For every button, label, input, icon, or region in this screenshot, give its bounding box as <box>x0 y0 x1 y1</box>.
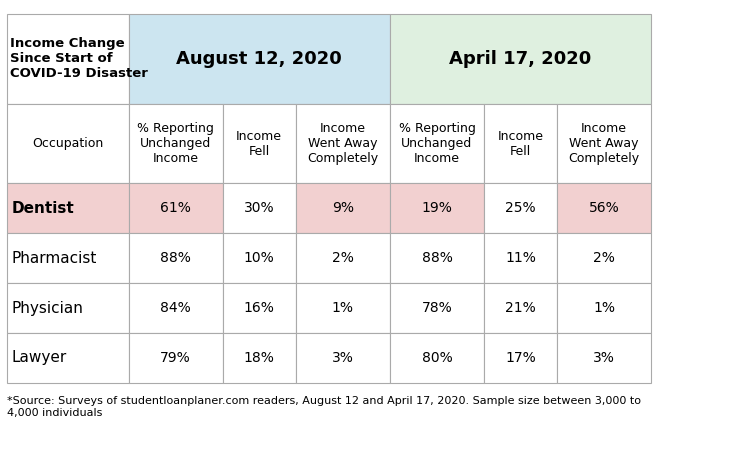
Text: 61%: 61% <box>160 202 191 215</box>
FancyBboxPatch shape <box>129 233 223 283</box>
FancyBboxPatch shape <box>223 183 296 233</box>
Text: Income Change
Since Start of
COVID-19 Disaster: Income Change Since Start of COVID-19 Di… <box>10 38 148 80</box>
FancyBboxPatch shape <box>557 333 651 383</box>
FancyBboxPatch shape <box>390 104 484 183</box>
FancyBboxPatch shape <box>296 183 390 233</box>
Text: 9%: 9% <box>332 202 354 215</box>
Text: 79%: 79% <box>160 351 191 365</box>
FancyBboxPatch shape <box>223 233 296 283</box>
Text: 2%: 2% <box>594 251 616 265</box>
FancyBboxPatch shape <box>557 183 651 233</box>
FancyBboxPatch shape <box>7 283 129 333</box>
Text: 30%: 30% <box>244 202 275 215</box>
Text: 18%: 18% <box>244 351 275 365</box>
Text: % Reporting
Unchanged
Income: % Reporting Unchanged Income <box>137 122 214 165</box>
FancyBboxPatch shape <box>390 233 484 283</box>
Text: *Source: Surveys of studentloanplaner.com readers, August 12 and April 17, 2020.: *Source: Surveys of studentloanplaner.co… <box>7 396 640 418</box>
Text: 84%: 84% <box>160 301 191 315</box>
FancyBboxPatch shape <box>484 104 557 183</box>
Text: Income
Went Away
Completely: Income Went Away Completely <box>307 122 379 165</box>
FancyBboxPatch shape <box>7 14 129 104</box>
Text: 80%: 80% <box>422 351 452 365</box>
Text: 10%: 10% <box>244 251 275 265</box>
FancyBboxPatch shape <box>7 183 129 233</box>
Text: Pharmacist: Pharmacist <box>12 251 97 266</box>
Text: April 17, 2020: April 17, 2020 <box>450 50 591 68</box>
FancyBboxPatch shape <box>390 333 484 383</box>
Text: 21%: 21% <box>505 301 536 315</box>
FancyBboxPatch shape <box>129 333 223 383</box>
Text: 1%: 1% <box>332 301 354 315</box>
FancyBboxPatch shape <box>129 183 223 233</box>
FancyBboxPatch shape <box>390 183 484 233</box>
Text: % Reporting
Unchanged
Income: % Reporting Unchanged Income <box>398 122 475 165</box>
FancyBboxPatch shape <box>7 104 129 183</box>
FancyBboxPatch shape <box>484 283 557 333</box>
FancyBboxPatch shape <box>484 233 557 283</box>
FancyBboxPatch shape <box>557 233 651 283</box>
Text: 3%: 3% <box>594 351 616 365</box>
FancyBboxPatch shape <box>296 333 390 383</box>
FancyBboxPatch shape <box>223 333 296 383</box>
FancyBboxPatch shape <box>296 104 390 183</box>
FancyBboxPatch shape <box>129 283 223 333</box>
Text: 17%: 17% <box>505 351 536 365</box>
Text: 3%: 3% <box>332 351 354 365</box>
Text: 2%: 2% <box>332 251 354 265</box>
FancyBboxPatch shape <box>390 14 651 104</box>
FancyBboxPatch shape <box>223 104 296 183</box>
Text: 11%: 11% <box>505 251 536 265</box>
Text: Income
Fell: Income Fell <box>236 130 282 158</box>
Text: 88%: 88% <box>160 251 191 265</box>
FancyBboxPatch shape <box>557 104 651 183</box>
Text: Occupation: Occupation <box>32 137 103 150</box>
FancyBboxPatch shape <box>223 283 296 333</box>
Text: Income
Went Away
Completely: Income Went Away Completely <box>569 122 640 165</box>
Text: 25%: 25% <box>505 202 536 215</box>
Text: 16%: 16% <box>244 301 275 315</box>
Text: August 12, 2020: August 12, 2020 <box>176 50 342 68</box>
Text: Income
Fell: Income Fell <box>498 130 544 158</box>
FancyBboxPatch shape <box>129 104 223 183</box>
FancyBboxPatch shape <box>7 333 129 383</box>
Text: 1%: 1% <box>594 301 616 315</box>
Text: 56%: 56% <box>589 202 620 215</box>
FancyBboxPatch shape <box>296 283 390 333</box>
Text: Physician: Physician <box>12 300 84 316</box>
Text: Dentist: Dentist <box>12 201 75 216</box>
FancyBboxPatch shape <box>390 283 484 333</box>
FancyBboxPatch shape <box>296 233 390 283</box>
FancyBboxPatch shape <box>129 14 390 104</box>
Text: 19%: 19% <box>422 202 452 215</box>
Text: 88%: 88% <box>422 251 452 265</box>
FancyBboxPatch shape <box>7 233 129 283</box>
FancyBboxPatch shape <box>557 283 651 333</box>
FancyBboxPatch shape <box>484 333 557 383</box>
FancyBboxPatch shape <box>484 183 557 233</box>
Text: 78%: 78% <box>422 301 452 315</box>
Text: Lawyer: Lawyer <box>12 350 67 366</box>
